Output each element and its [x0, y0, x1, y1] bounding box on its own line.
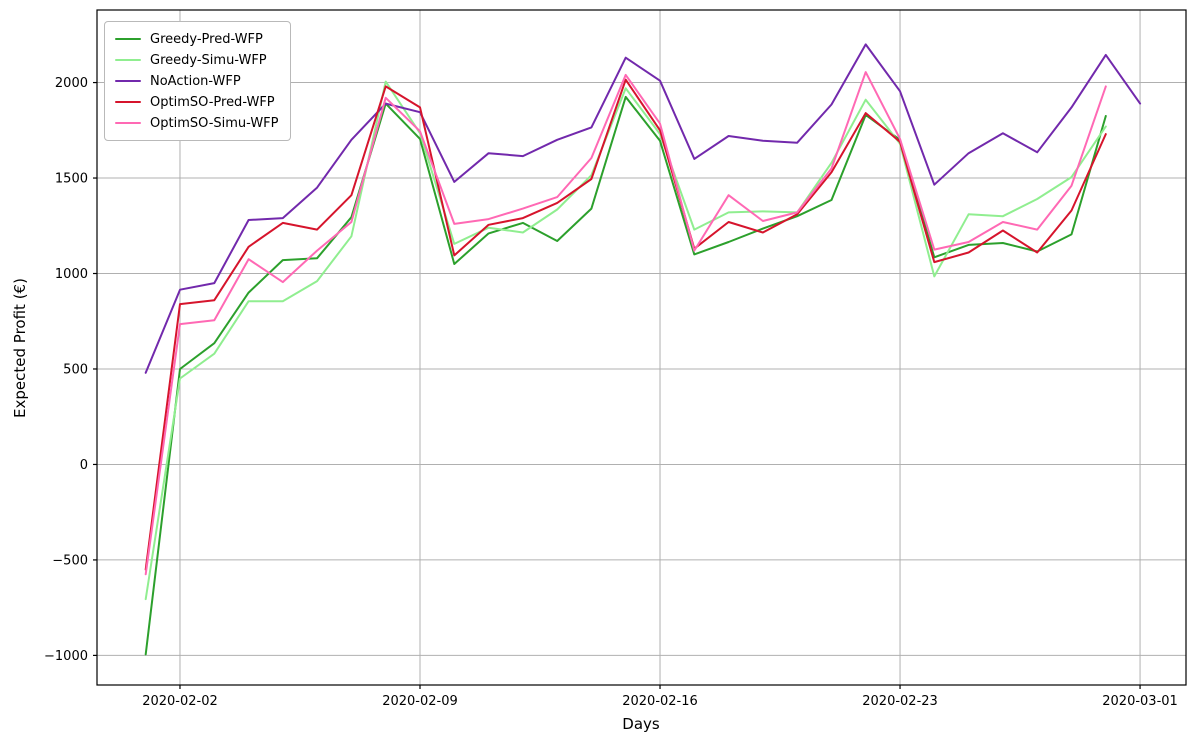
legend-label-optimso-pred-wfp: OptimSO-Pred-WFP	[150, 94, 275, 110]
y-tick-label: −500	[52, 553, 88, 568]
y-tick-label: 500	[63, 362, 88, 377]
legend-item-greedy-pred-wfp: Greedy-Pred-WFP	[115, 30, 279, 48]
legend-line-swatch-optimso-simu-wfp	[115, 121, 141, 125]
series-line-greedy-simu-wfp	[144, 80, 1107, 601]
y-tick-label: 1000	[55, 267, 88, 282]
legend-item-optimso-pred-wfp: OptimSO-Pred-WFP	[115, 93, 279, 111]
series-line-optimso-simu-wfp	[144, 71, 1107, 576]
series-line-optimso-pred-wfp	[144, 78, 1107, 571]
x-tick-label: 2020-03-01	[1102, 694, 1178, 709]
legend-line-swatch-greedy-simu-wfp	[115, 58, 141, 62]
legend-label-noaction-wfp: NoAction-WFP	[150, 73, 241, 89]
series-layer	[144, 43, 1142, 656]
x-tick-label: 2020-02-16	[622, 694, 698, 709]
series-line-noaction-wfp	[144, 43, 1142, 374]
y-tick-label: 1500	[55, 172, 88, 187]
y-tick-label: −1000	[44, 649, 88, 664]
x-axis-label: Days	[622, 715, 660, 733]
legend-line-swatch-optimso-pred-wfp	[115, 100, 141, 104]
x-tick-label: 2020-02-23	[862, 694, 938, 709]
y-tick-label: 0	[80, 458, 88, 473]
legend-item-noaction-wfp: NoAction-WFP	[115, 72, 279, 90]
plot-border	[96, 9, 1187, 686]
legend-line-swatch-noaction-wfp	[115, 79, 141, 83]
legend-item-greedy-simu-wfp: Greedy-Simu-WFP	[115, 51, 279, 69]
x-tick-label: 2020-02-02	[142, 694, 218, 709]
legend-item-optimso-simu-wfp: OptimSO-Simu-WFP	[115, 114, 279, 132]
y-axis-label: Expected Profit (€)	[11, 278, 29, 418]
legend-label-greedy-pred-wfp: Greedy-Pred-WFP	[150, 31, 263, 47]
axis-layer: −1000 −500 0 500 1000 1500 2000 2020-02-02 2020-…	[44, 9, 1187, 709]
y-tick-label: 2000	[55, 76, 88, 91]
series-line-greedy-pred-wfp	[144, 95, 1107, 656]
legend: Greedy-Pred-WFP Greedy-Simu-WFP NoAction-W…	[104, 21, 291, 141]
x-tick-label: 2020-02-09	[382, 694, 458, 709]
legend-line-swatch-greedy-pred-wfp	[115, 37, 141, 41]
legend-label-greedy-simu-wfp: Greedy-Simu-WFP	[150, 52, 267, 68]
legend-label-optimso-simu-wfp: OptimSO-Simu-WFP	[150, 115, 279, 131]
